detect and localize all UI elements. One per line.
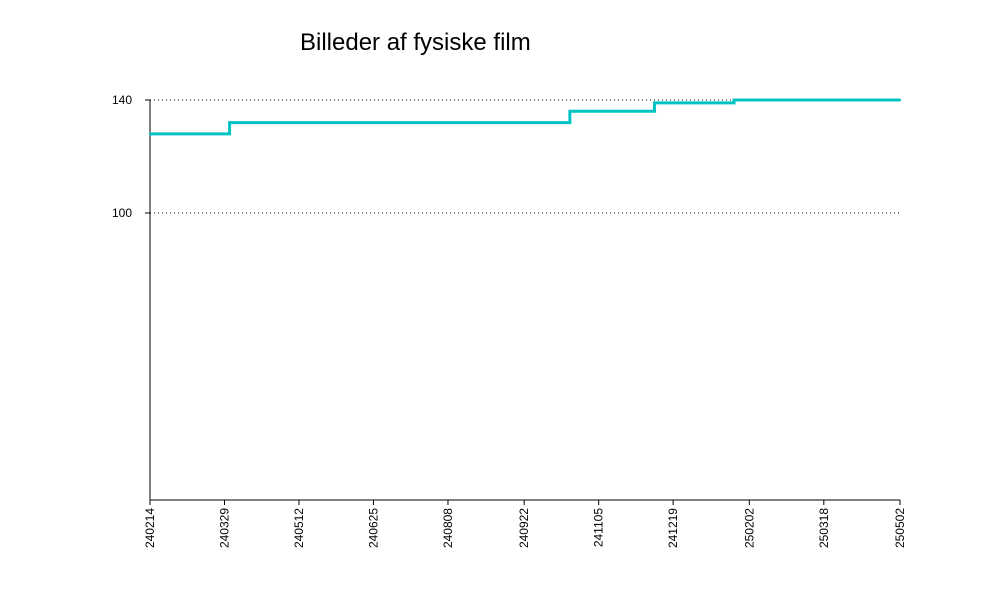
chart-title: Billeder af fysiske film: [300, 29, 531, 56]
y-axis-ticks: 100 140: [112, 93, 150, 220]
data-point: [653, 101, 656, 105]
y-tick-label: 100: [112, 206, 132, 220]
x-axis-ticks: 240214 240329 240512 240625 240808 240922 2411…: [143, 500, 907, 548]
x-tick-label: 240808: [441, 508, 455, 548]
grid-lines: [150, 99, 900, 214]
axes: [149, 100, 900, 501]
x-tick-label: 250318: [817, 508, 831, 548]
x-tick-label: 241219: [666, 508, 680, 548]
x-tick-label: 240922: [517, 508, 531, 548]
data-point: [568, 110, 572, 113]
y-tick-label: 140: [112, 93, 132, 107]
x-tick-label: 250502: [893, 508, 907, 548]
data-point: [898, 98, 902, 102]
x-tick-label: 250202: [742, 508, 756, 548]
series-layer: [148, 98, 902, 136]
x-tick-label: 240625: [366, 508, 380, 548]
data-point: [732, 98, 736, 102]
x-tick-label: 240214: [143, 508, 157, 548]
data-point: [148, 132, 152, 136]
x-tick-label: 241105: [592, 508, 606, 547]
series-line: [150, 98, 900, 136]
x-tick-label: 240329: [217, 508, 231, 548]
x-tick-label: 240512: [292, 508, 306, 548]
data-point: [228, 121, 231, 124]
